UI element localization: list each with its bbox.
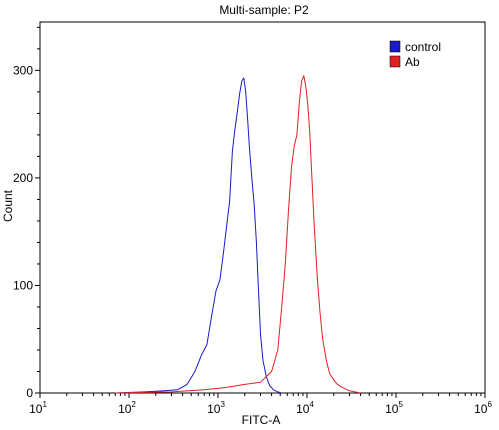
legend-label: control — [405, 40, 441, 54]
x-tick-base: 10 — [474, 402, 488, 416]
x-tick-exponent: 2 — [131, 400, 136, 409]
x-tick-exponent: 4 — [309, 400, 314, 409]
y-axis: 0 100 200 300 — [13, 26, 40, 400]
legend-swatch — [389, 40, 401, 53]
legend-swatch — [389, 55, 401, 68]
x-tick-label: 103 — [207, 400, 225, 416]
x-tick-base: 10 — [118, 402, 132, 416]
x-tick-label: 104 — [296, 400, 314, 416]
x-tick-label: 102 — [118, 400, 136, 416]
x-tick-exponent: 6 — [487, 400, 492, 409]
plot-frame — [39, 21, 486, 394]
series-layer — [115, 75, 361, 394]
y-axis-label: Count — [1, 189, 15, 222]
series-line-control — [115, 77, 282, 394]
y-tick-label: 200 — [13, 171, 33, 185]
y-tick-label: 0 — [26, 386, 33, 400]
x-axis-label: FITC-A — [242, 413, 281, 427]
chart-title: Multi-sample: P2 — [219, 3, 309, 17]
x-tick-exponent: 1 — [42, 400, 47, 409]
y-tick-label: 100 — [13, 278, 33, 292]
series-line-ab — [115, 75, 361, 394]
x-tick-base: 10 — [29, 402, 43, 416]
x-tick-label: 101 — [29, 400, 47, 416]
x-tick-label: 105 — [385, 400, 403, 416]
x-tick-exponent: 3 — [220, 400, 225, 409]
x-tick-base: 10 — [385, 402, 399, 416]
legend-label: Ab — [405, 55, 420, 69]
x-tick-base: 10 — [207, 402, 221, 416]
x-tick-exponent: 5 — [398, 400, 403, 409]
x-tick-base: 10 — [296, 402, 310, 416]
x-axis: 101 102 103 104 105 106 — [29, 393, 492, 416]
y-tick-label: 300 — [13, 63, 33, 77]
x-tick-label: 106 — [474, 400, 492, 416]
